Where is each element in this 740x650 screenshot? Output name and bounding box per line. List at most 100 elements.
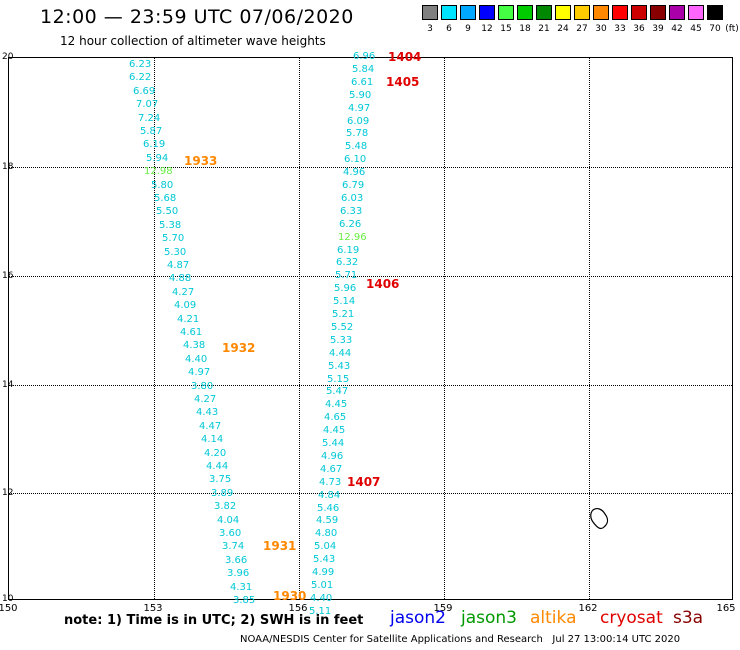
legend-swatch bbox=[460, 5, 476, 20]
legend-tick-label: 9 bbox=[465, 24, 471, 34]
legend-tick-label: 21 bbox=[538, 24, 550, 34]
island-outline bbox=[590, 508, 609, 530]
wave-height-value: 4.45 bbox=[325, 399, 348, 411]
x-label-153: 153 bbox=[143, 603, 163, 614]
legend-swatch bbox=[498, 5, 514, 20]
wave-height-value: 4.67 bbox=[320, 463, 343, 475]
wave-height-value: 5.47 bbox=[326, 386, 349, 398]
wave-height-value: 4.38 bbox=[183, 340, 206, 352]
legend-swatch bbox=[555, 5, 571, 20]
wave-height-value: 4.09 bbox=[174, 300, 197, 312]
wave-height-value: 4.96 bbox=[343, 167, 366, 179]
wave-height-value: 3.75 bbox=[209, 474, 232, 486]
wave-height-value: 4.31 bbox=[230, 581, 253, 593]
legend-tick-label: 70 bbox=[709, 24, 721, 34]
wave-height-value: 6.61 bbox=[351, 76, 374, 88]
wave-height-value: 5.50 bbox=[156, 206, 179, 218]
wave-height-value: 6.69 bbox=[133, 85, 156, 97]
gridline-lat-16 bbox=[9, 276, 732, 277]
x-label-162: 162 bbox=[578, 603, 598, 614]
legend-swatch bbox=[593, 5, 609, 20]
y-label-16: 16 bbox=[2, 271, 14, 281]
legend-swatch bbox=[707, 5, 723, 20]
wave-height-value: 6.96 bbox=[353, 51, 376, 62]
wave-height-value: 4.65 bbox=[324, 412, 347, 424]
legend-tick-label: 42 bbox=[671, 24, 683, 34]
wave-height-value: 5.46 bbox=[317, 502, 340, 514]
legend-tick-label: 27 bbox=[576, 24, 588, 34]
wave-height-value: 5.01 bbox=[311, 579, 334, 591]
wave-height-value: 5.70 bbox=[162, 233, 185, 245]
wave-height-value: 5.11 bbox=[309, 605, 332, 617]
satellite-jason3: jason3 bbox=[461, 608, 517, 628]
wave-height-value: 6.22 bbox=[129, 72, 152, 84]
legend-swatch bbox=[441, 5, 457, 20]
wave-height-value: 4.40 bbox=[310, 592, 333, 604]
wave-height-value: 6.32 bbox=[336, 257, 359, 269]
wave-height-value: 3.80 bbox=[191, 380, 214, 392]
legend-swatch bbox=[688, 5, 704, 20]
wave-height-value: 4.27 bbox=[194, 394, 217, 405]
legend-tick-label: 33 bbox=[614, 24, 626, 34]
wave-height-value: 4.84 bbox=[318, 489, 341, 501]
wave-height-value: 5.87 bbox=[140, 126, 163, 137]
legend-swatch bbox=[612, 5, 628, 20]
wave-height-value: 5.48 bbox=[345, 141, 368, 153]
legend-tick-label: 15 bbox=[500, 24, 512, 34]
pass-label-1404: 1404 bbox=[388, 50, 422, 64]
wave-height-value: 5.04 bbox=[314, 541, 337, 553]
wave-height-value: 4.43 bbox=[196, 407, 219, 419]
legend-swatch bbox=[536, 5, 552, 20]
wave-height-value: 6.10 bbox=[344, 154, 367, 166]
y-label-14: 14 bbox=[2, 380, 14, 390]
wave-height-value: 5.78 bbox=[346, 128, 369, 140]
legend-tick-label: 18 bbox=[519, 24, 531, 34]
gridline-lon-159 bbox=[444, 58, 445, 599]
gridline-lon-162 bbox=[589, 58, 590, 599]
wave-height-value: 6.03 bbox=[341, 192, 364, 204]
wave-height-value: 5.44 bbox=[322, 438, 345, 449]
wave-height-value: 12.96 bbox=[338, 231, 367, 243]
wave-height-value: 3.85 bbox=[233, 595, 256, 606]
wave-height-value: 6.09 bbox=[347, 115, 370, 127]
wave-height-value: 5.84 bbox=[352, 63, 375, 75]
wave-height-value: 4.45 bbox=[323, 425, 346, 437]
wave-height-value: 4.87 bbox=[167, 260, 190, 271]
legend-tick-label: 39 bbox=[652, 24, 664, 34]
y-label-12: 12 bbox=[2, 488, 14, 498]
wave-height-value: 5.68 bbox=[154, 193, 177, 204]
pass-label-1407: 1407 bbox=[347, 475, 381, 489]
wave-height-value: 6.23 bbox=[129, 59, 152, 70]
wave-height-value: 3.96 bbox=[227, 568, 250, 580]
page-title: 12:00 — 23:59 UTC 07/06/2020 bbox=[40, 6, 354, 28]
wave-height-value: 5.43 bbox=[313, 554, 336, 566]
legend-tick-label: 6 bbox=[446, 24, 452, 34]
x-label-150: 150 bbox=[0, 603, 18, 614]
wave-height-value: 3.89 bbox=[211, 487, 234, 499]
legend-swatch bbox=[650, 5, 666, 20]
legend-tick-label: 24 bbox=[557, 24, 569, 34]
wave-height-value: 3.60 bbox=[219, 528, 242, 539]
wave-height-value: 3.66 bbox=[225, 554, 248, 566]
legend-tick-label: 3 bbox=[427, 24, 433, 34]
wave-height-value: 4.97 bbox=[348, 102, 371, 114]
wave-height-value: 4.59 bbox=[316, 515, 339, 527]
wave-height-value: 4.20 bbox=[204, 447, 227, 459]
wave-height-value: 4.73 bbox=[319, 476, 342, 488]
satellite-jason2: jason2 bbox=[390, 608, 446, 628]
wave-height-value: 4.14 bbox=[201, 434, 224, 446]
pass-label-1933: 1933 bbox=[184, 154, 218, 168]
legend-tick-label: 36 bbox=[633, 24, 645, 34]
wave-height-value: 5.94 bbox=[146, 152, 169, 164]
legend-tick-label: 30 bbox=[595, 24, 607, 34]
wave-height-value: 5.38 bbox=[159, 219, 182, 231]
y-label-18: 18 bbox=[2, 162, 14, 172]
legend-swatch bbox=[479, 5, 495, 20]
wave-height-value: 4.04 bbox=[217, 514, 240, 526]
wave-height-value: 5.33 bbox=[330, 334, 353, 346]
wave-height-value: 4.44 bbox=[329, 347, 352, 359]
satellite-cryosat: cryosat bbox=[600, 608, 663, 628]
satellite-s3a: s3a bbox=[673, 608, 704, 628]
x-label-156: 156 bbox=[288, 603, 308, 614]
pass-label-1930: 1930 bbox=[273, 589, 307, 603]
